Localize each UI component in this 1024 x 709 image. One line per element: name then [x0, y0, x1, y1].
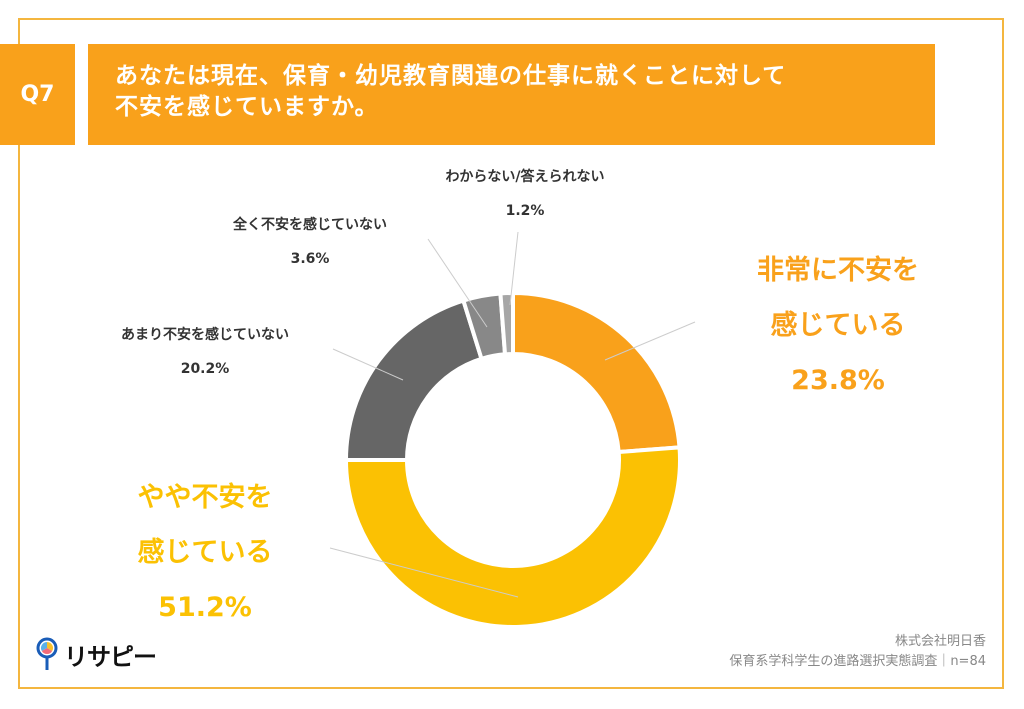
title-line-1: あなたは現在、保育・幼児教育関連の仕事に就くことに対して — [115, 63, 787, 89]
leader-line-very-anxious — [604, 321, 696, 361]
donut-slice-1 — [343, 445, 682, 629]
donut-slice-2 — [343, 298, 485, 462]
survey-name: 保育系学科学生の進路選択実態調査｜n=84 — [729, 654, 986, 669]
label-dont-know: わからない/答えられない 1.2% — [445, 169, 605, 219]
leader-line-somewhat-anxious — [329, 547, 519, 598]
label-not-very-anxious: あまり不安を感じていない 20.2% — [121, 327, 289, 377]
brand-logo: リサピー — [36, 636, 157, 672]
chart-frame — [18, 18, 1004, 689]
leader-line-not-at-all — [427, 238, 488, 328]
question-number: Q7 — [0, 44, 75, 145]
title-line-2: 不安を感じていますか。 — [115, 94, 379, 120]
label-somewhat-anxious: やや不安を 感じている 51.2% — [137, 482, 273, 623]
company-name: 株式会社明日香 — [894, 634, 986, 649]
leader-line-dont-know — [509, 231, 519, 306]
leader-line-not-very-anxious — [332, 348, 404, 381]
donut-slice-4 — [498, 290, 515, 357]
question-title: あなたは現在、保育・幼児教育関連の仕事に就くことに対して 不安を感じていますか。 — [88, 44, 935, 145]
label-not-at-all: 全く不安を感じていない 3.6% — [233, 217, 387, 267]
logo-text: リサピー — [64, 642, 157, 671]
logo-pin-icon — [36, 637, 58, 670]
source-note: 株式会社明日香 保育系学科学生の進路選択実態調査｜n=84 — [729, 632, 986, 672]
label-very-anxious: 非常に不安を 感じている 23.8% — [757, 255, 919, 396]
donut-slice-0 — [511, 290, 682, 455]
